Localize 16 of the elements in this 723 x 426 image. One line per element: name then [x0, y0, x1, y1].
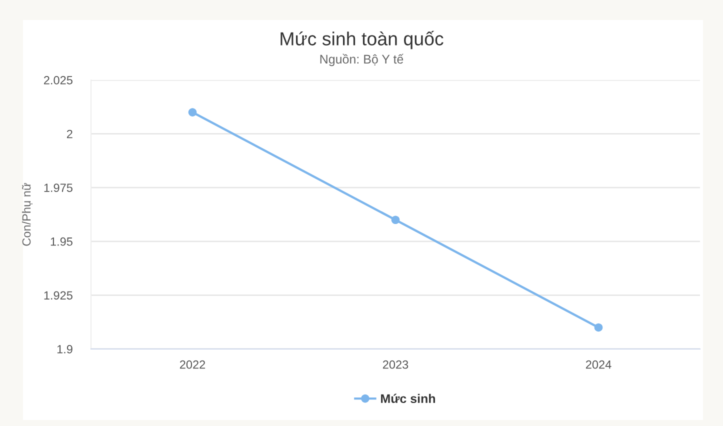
chart-title: Mức sinh toàn quốc — [280, 30, 444, 50]
point — [594, 323, 603, 332]
legend-label: Mức sinh — [381, 394, 436, 404]
y-axis-title: Con/Phụ nữ — [22, 183, 32, 246]
x-tick-label: 2023 — [382, 360, 408, 369]
x-tick-label: 2022 — [180, 360, 206, 369]
y-tick-label: 1.95 — [50, 237, 72, 246]
y-tick-label: 1.9 — [57, 345, 72, 354]
x-tick-label: 2024 — [586, 360, 612, 369]
chart-subtitle: Nguồn: Bộ Y tế — [320, 54, 404, 66]
y-tick-label: 2.025 — [44, 76, 72, 84]
y-tick-label: 2 — [66, 130, 72, 138]
y-tick-label: 1.925 — [44, 291, 72, 300]
point — [391, 216, 400, 224]
point — [188, 108, 197, 116]
y-tick-label: 1.975 — [44, 184, 72, 192]
